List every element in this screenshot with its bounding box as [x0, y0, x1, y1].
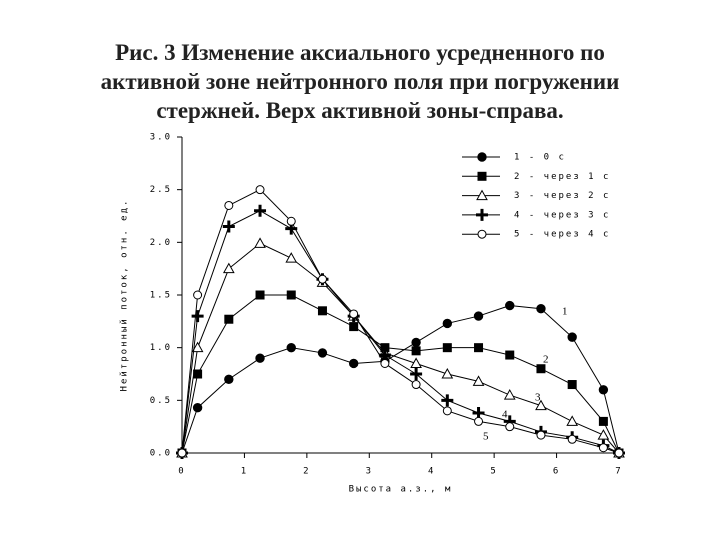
marker	[255, 185, 265, 195]
marker	[192, 403, 203, 413]
marker	[536, 430, 546, 440]
annotation: 4	[502, 409, 508, 421]
marker	[442, 343, 452, 353]
legend-marker	[477, 171, 487, 181]
legend-label: 5 - через 4 с	[514, 230, 610, 240]
x-tick-label: 7	[615, 467, 622, 477]
marker	[193, 290, 203, 300]
marker	[567, 380, 577, 390]
y-tick-label: 2.5	[150, 185, 172, 195]
x-axis-label: Высота а.з., м	[349, 485, 453, 495]
marker	[191, 341, 204, 353]
marker	[191, 310, 204, 323]
marker	[317, 274, 327, 284]
marker	[505, 422, 515, 432]
marker	[411, 337, 421, 348]
marker	[597, 429, 610, 440]
marker	[567, 332, 577, 342]
annotation: 5	[483, 431, 489, 443]
marker	[473, 311, 484, 321]
series-line	[181, 305, 620, 454]
marker	[505, 350, 515, 360]
marker	[614, 448, 624, 458]
marker	[505, 300, 515, 311]
marker	[317, 348, 328, 358]
x-tick-label: 5	[490, 467, 497, 477]
marker	[285, 252, 298, 263]
marker	[410, 368, 423, 380]
series-line	[181, 294, 620, 454]
x-tick-label: 3	[366, 467, 373, 477]
marker	[380, 358, 390, 368]
annotation: 3	[535, 392, 541, 404]
legend-marker	[476, 208, 488, 221]
marker	[254, 204, 267, 217]
marker	[411, 346, 421, 356]
series-line	[181, 189, 620, 454]
legend-label: 1 - 0 с	[514, 153, 566, 163]
marker	[442, 318, 453, 329]
marker	[254, 237, 266, 248]
marker	[317, 306, 327, 316]
y-axis-label: Нейтронный поток, отн. ед.	[120, 199, 130, 392]
marker	[598, 443, 608, 453]
marker	[441, 394, 454, 407]
marker	[224, 374, 234, 384]
legend-label: 4 - через 3 с	[514, 210, 610, 220]
x-tick-label: 4	[428, 467, 435, 477]
marker	[567, 434, 577, 444]
marker	[286, 342, 296, 353]
chart-title: Рис. 3 Изменение аксиального усредненног…	[100, 40, 620, 123]
x-tick-label: 1	[241, 467, 248, 477]
x-tick-label: 0	[178, 467, 185, 477]
marker	[474, 343, 484, 353]
marker	[349, 322, 359, 332]
marker	[442, 406, 452, 416]
marker	[224, 314, 234, 324]
legend-marker	[477, 229, 487, 239]
marker	[474, 416, 484, 426]
series-line	[181, 210, 620, 454]
y-tick-label: 0.5	[150, 396, 172, 406]
marker	[535, 399, 547, 411]
y-tick-label: 1.0	[150, 343, 172, 353]
y-tick-label: 0.0	[150, 449, 172, 459]
marker	[349, 309, 359, 319]
legend-label: 2 - через 1 с	[514, 172, 610, 182]
marker	[286, 290, 296, 300]
x-tick-label: 2	[303, 467, 310, 477]
legend-label: 3 - через 2 с	[514, 191, 610, 201]
marker	[598, 416, 608, 426]
marker	[536, 303, 546, 314]
marker	[536, 364, 546, 374]
marker	[255, 353, 265, 363]
marker	[411, 380, 421, 390]
marker	[566, 415, 579, 426]
annotation: 1	[562, 306, 568, 318]
series-line	[181, 242, 620, 454]
marker	[193, 369, 203, 379]
legend-marker	[477, 152, 487, 162]
marker	[177, 448, 187, 458]
y-tick-label: 2.0	[150, 238, 172, 248]
x-tick-label: 6	[553, 467, 560, 477]
marker	[348, 358, 359, 369]
marker	[472, 375, 485, 386]
marker	[598, 385, 609, 395]
marker	[441, 367, 454, 379]
marker	[222, 262, 235, 274]
annotation: 2	[543, 354, 549, 366]
legend-marker	[476, 189, 488, 201]
y-tick-label: 1.5	[150, 291, 172, 301]
marker	[255, 290, 265, 300]
y-tick-label: 3.0	[150, 133, 172, 143]
marker	[224, 200, 234, 210]
marker	[503, 389, 516, 400]
marker	[286, 216, 296, 226]
marker	[222, 220, 235, 233]
marker	[410, 357, 422, 368]
